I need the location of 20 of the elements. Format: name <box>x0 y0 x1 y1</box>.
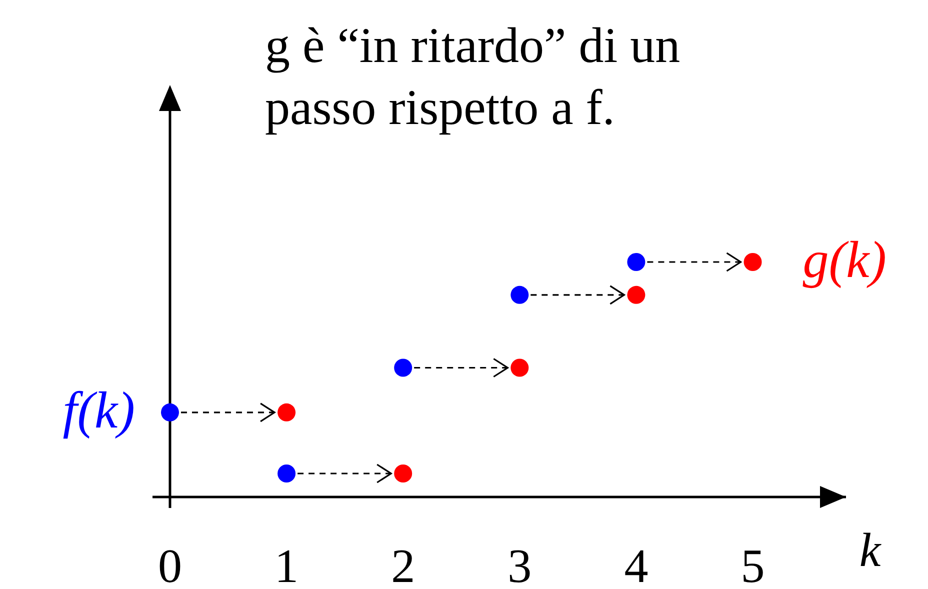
x-tick-label: 2 <box>391 540 416 589</box>
point <box>627 286 646 304</box>
point <box>627 253 646 271</box>
series-label: g(k) <box>802 232 886 289</box>
series-label: f(k) <box>62 382 135 440</box>
point <box>278 464 296 482</box>
x-tick-label: 0 <box>158 540 182 589</box>
point <box>394 464 412 482</box>
chart-title: g è “in ritardo” di un passo rispetto a f. <box>265 17 680 135</box>
point <box>510 358 529 377</box>
x-tick-label: 4 <box>624 540 648 589</box>
point <box>160 403 179 422</box>
x-tick-label: 5 <box>740 540 765 589</box>
x-axis-title: k <box>859 524 882 577</box>
point <box>744 253 762 271</box>
point <box>510 286 529 304</box>
x-tick-label: 3 <box>508 540 532 589</box>
point <box>394 358 412 377</box>
x-tick-label: 1 <box>274 540 299 589</box>
point <box>278 403 296 422</box>
